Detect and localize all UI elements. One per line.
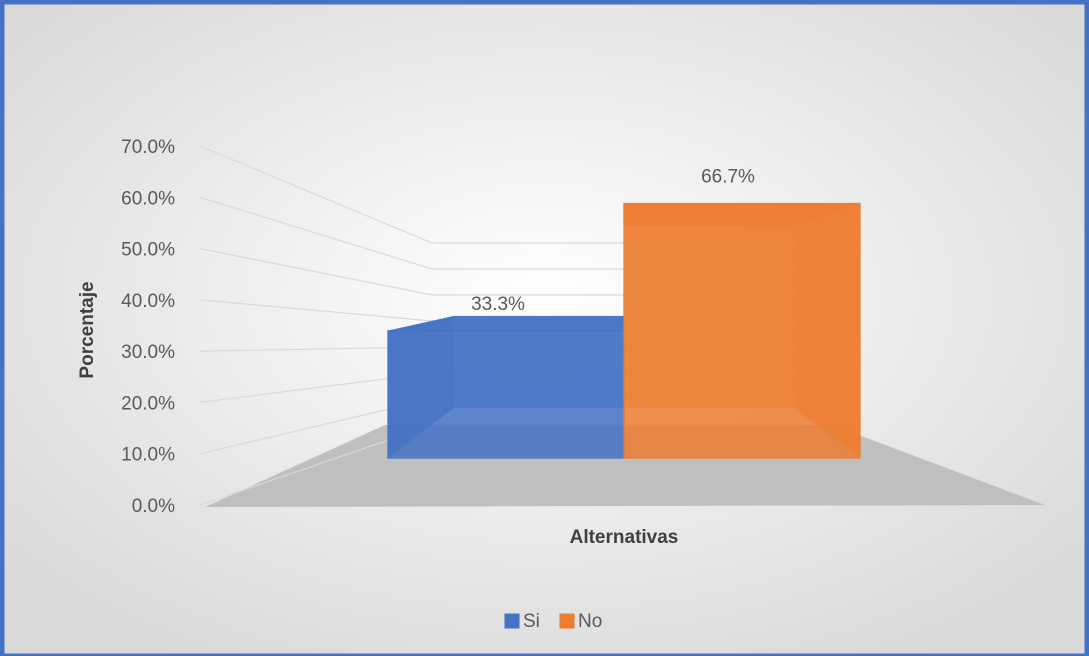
y-tick-label: 70.0% [121,137,175,158]
bar [387,330,625,459]
y-tick-label: 50.0% [121,240,175,261]
y-tick-label: 20.0% [121,393,175,414]
y-axis-title: Porcentaje [77,281,98,378]
legend-label: No [578,611,602,632]
legend-swatch [559,613,575,629]
data-label: 33.3% [471,294,525,315]
data-label: 66.7% [701,167,755,188]
y-tick-label: 0.0% [132,496,175,517]
bar [623,202,861,459]
legend-label: Si [523,611,540,632]
y-tick-label: 40.0% [121,291,175,312]
legend-swatch [504,613,520,629]
y-tick-label: 60.0% [121,188,175,209]
x-axis-title: Alternativas [570,527,679,548]
y-tick-label: 10.0% [121,445,175,466]
y-tick-label: 30.0% [121,342,175,363]
